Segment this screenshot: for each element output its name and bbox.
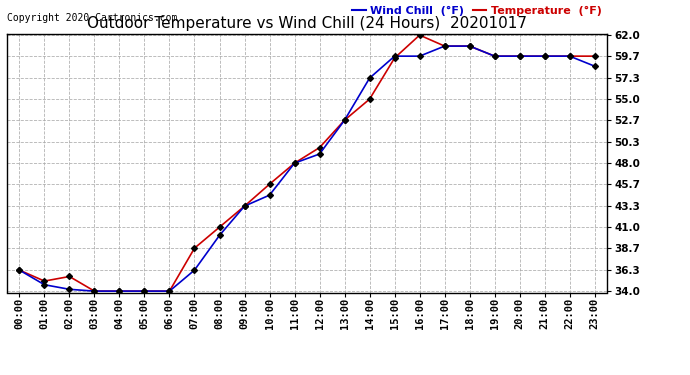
Title: Outdoor Temperature vs Wind Chill (24 Hours)  20201017: Outdoor Temperature vs Wind Chill (24 Ho… [87, 16, 527, 31]
Legend: Wind Chill  (°F), Temperature  (°F): Wind Chill (°F), Temperature (°F) [353, 6, 602, 16]
Text: Copyright 2020 Cartronics.com: Copyright 2020 Cartronics.com [7, 13, 177, 23]
